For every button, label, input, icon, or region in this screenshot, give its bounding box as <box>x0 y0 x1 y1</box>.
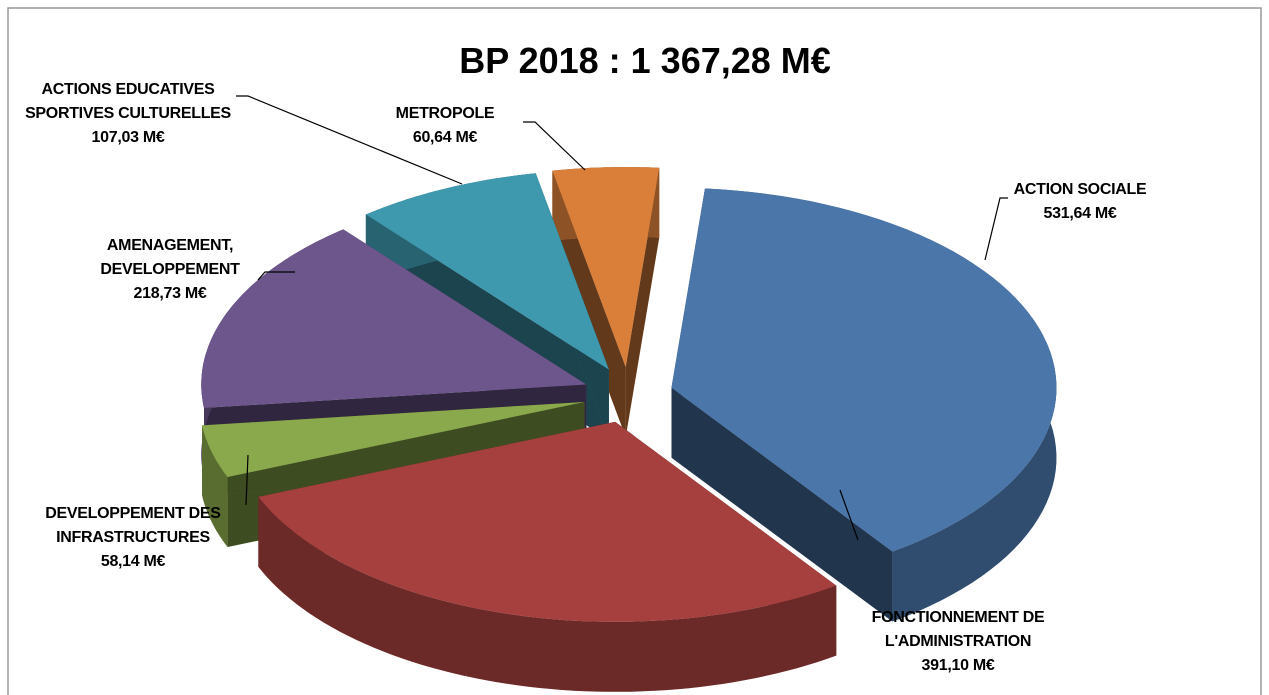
slice-top <box>552 167 660 367</box>
category-label: METROPOLE <box>395 105 495 122</box>
slice-top <box>365 173 609 370</box>
data-label: FONCTIONNEMENT DE L'ADMINISTRATION 391,10… <box>823 606 1093 678</box>
category-label: ACTION SOCIALE <box>1013 181 1147 198</box>
leader-line <box>245 454 249 506</box>
data-label: DEVELOPPEMENT DES INFRASTRUCTURES 58,14 M… <box>8 502 258 574</box>
value-label: 58,14 M€ <box>100 553 166 570</box>
slice <box>552 167 660 438</box>
leader-line <box>236 95 463 185</box>
value-label: 107,03 M€ <box>91 129 165 146</box>
slice-top <box>671 188 1057 552</box>
slice-top <box>258 421 837 622</box>
value-label: 218,73 M€ <box>133 285 207 302</box>
slice-top <box>201 229 587 408</box>
leader-line <box>257 271 295 281</box>
data-label: ACTION SOCIALE 531,64 M€ <box>980 178 1180 226</box>
slice-top <box>202 402 585 477</box>
slice <box>258 421 837 692</box>
category-label: ACTIONS EDUCATIVES SPORTIVES CULTURELLES <box>25 81 231 122</box>
slice-side-shade <box>258 496 837 692</box>
chart-title: BP 2018 : 1 367,28 M€ <box>459 40 831 81</box>
data-label: ACTIONS EDUCATIVES SPORTIVES CULTURELLES… <box>8 78 248 150</box>
category-label: DEVELOPPEMENT DES INFRASTRUCTURES <box>45 505 221 546</box>
frame <box>7 7 1262 695</box>
value-label: 391,10 M€ <box>921 657 995 674</box>
value-label: 60,64 M€ <box>412 129 478 146</box>
leader-line <box>984 197 1008 261</box>
value-label: 531,64 M€ <box>1043 205 1117 222</box>
data-label: METROPOLE 60,64 M€ <box>370 102 520 150</box>
category-label: FONCTIONNEMENT DE L'ADMINISTRATION <box>871 609 1045 650</box>
slice-side-shade <box>671 387 893 622</box>
leader-line <box>839 489 859 541</box>
category-label: AMENAGEMENT, DEVELOPPEMENT <box>100 237 240 278</box>
leader-line <box>523 121 586 171</box>
slice-side-shade <box>202 425 228 547</box>
data-label: AMENAGEMENT, DEVELOPPEMENT 218,73 M€ <box>70 234 270 306</box>
slice <box>671 188 1057 622</box>
slice-side <box>258 496 837 692</box>
slice-side <box>202 425 228 547</box>
